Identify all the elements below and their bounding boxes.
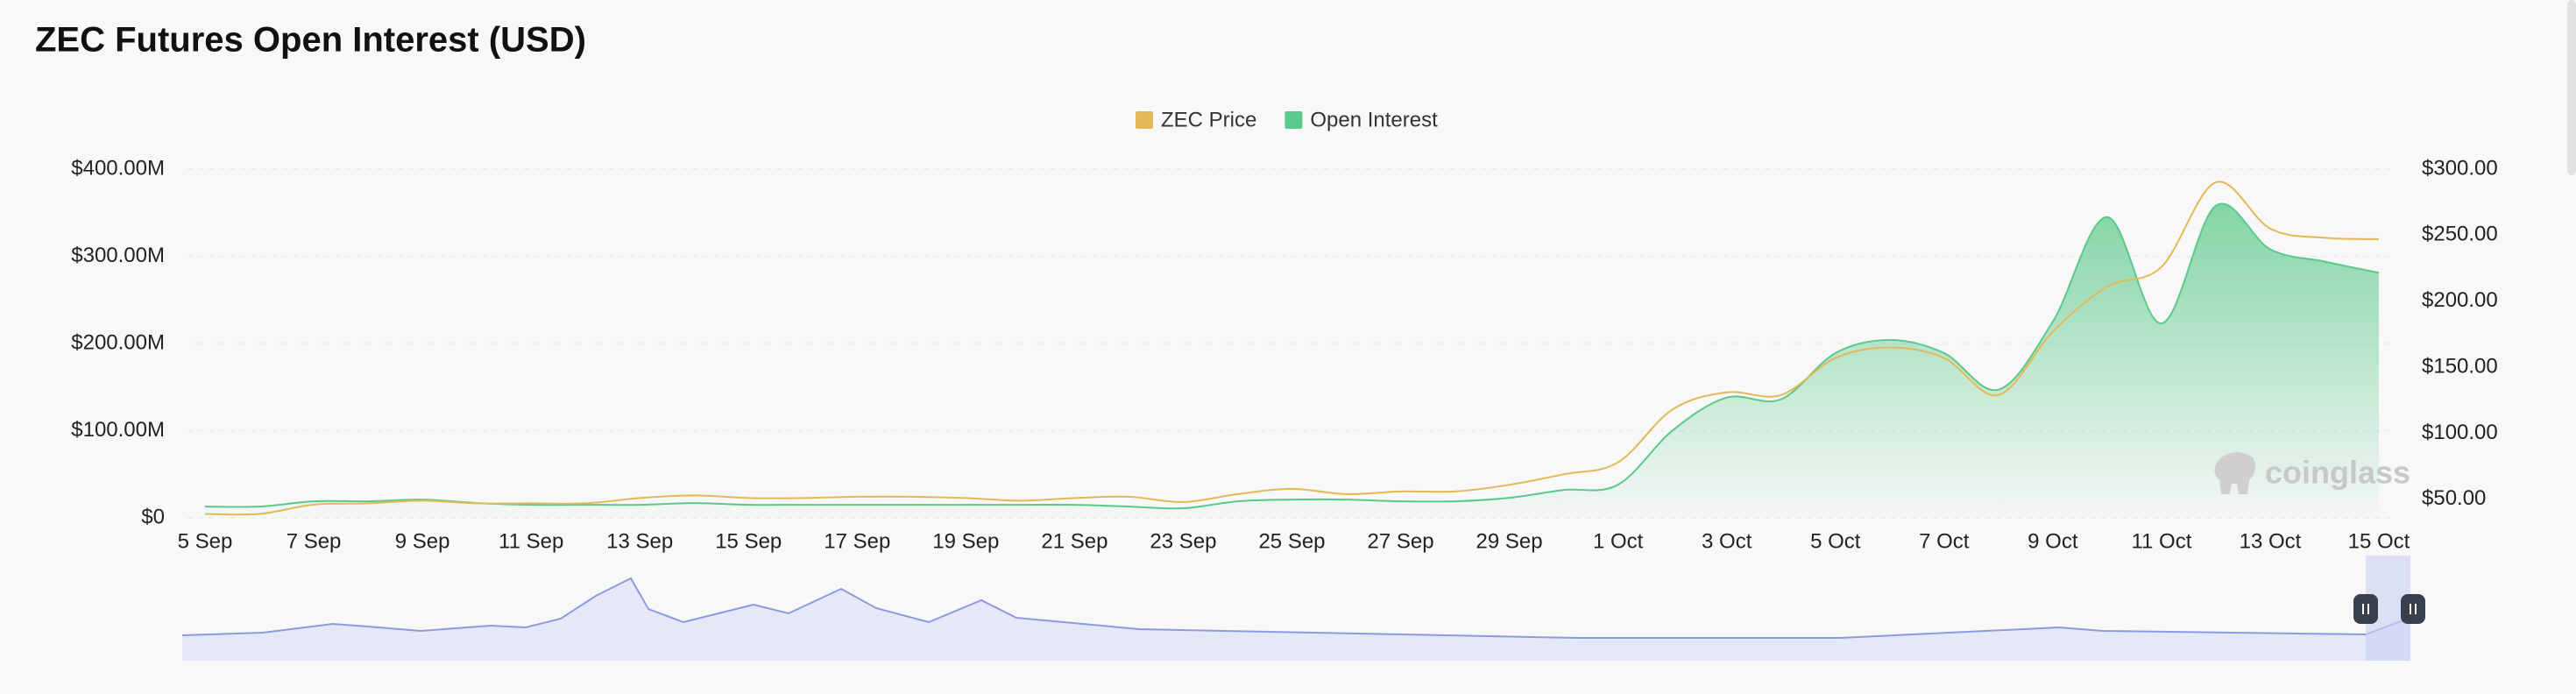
navigator-line: [181, 577, 2411, 639]
navigator-handle-right[interactable]: [2401, 594, 2425, 624]
y-tick-label: $300.00M: [71, 244, 165, 267]
x-tick-label: 21 Sep: [1041, 529, 1108, 553]
x-tick-label: 5 Oct: [1810, 529, 1861, 553]
y2-tick-label: $300.00: [2422, 156, 2498, 180]
y-tick-label: $200.00M: [71, 330, 165, 354]
plot-area: $0 $100.00M $200.00M $300.00M $400.00M $50.00…: [71, 156, 2498, 553]
navigator-mask: [182, 578, 2410, 638]
series-line: [204, 202, 2380, 510]
y-tick-label: $0: [141, 505, 165, 528]
legend-label: Open Interest: [1310, 108, 1438, 131]
x-tick-label: 25 Sep: [1258, 529, 1325, 553]
x-tick-label: 23 Sep: [1150, 529, 1216, 553]
watermark-text: coinglass: [2265, 455, 2410, 491]
x-tick-label: 1 Oct: [1593, 529, 1644, 553]
x-tick-label: 3 Oct: [1702, 529, 1752, 553]
scrollbar[interactable]: [2567, 0, 2576, 175]
x-tick-label: 9 Sep: [395, 529, 450, 553]
x-tick-label: 7 Sep: [287, 529, 342, 553]
x-tick-label: 11 Sep: [499, 529, 563, 553]
x-tick-label: 15 Oct: [2348, 529, 2410, 553]
x-tick-label: 17 Sep: [824, 529, 890, 553]
x-tick-label: 11 Oct: [2131, 529, 2191, 553]
chart-title: ZEC Futures Open Interest (USD): [35, 21, 586, 60]
handle-grips: [2362, 604, 2417, 614]
y-tick-label: $400.00M: [71, 156, 165, 180]
x-tick-label: 13 Sep: [606, 529, 673, 553]
legend-label: ZEC Price: [1161, 108, 1256, 131]
watermark-icon: [2214, 452, 2256, 494]
x-tick-label: 29 Sep: [1476, 529, 1543, 553]
y-tick-label: $100.00M: [71, 418, 165, 442]
x-tick-label: 5 Sep: [178, 529, 233, 553]
navigator-handle-left[interactable]: [2353, 594, 2378, 624]
y2-tick-label: $100.00: [2422, 421, 2498, 444]
legend: ZEC Price Open Interest: [1136, 108, 1438, 131]
y2-tick-label: $150.00: [2422, 354, 2498, 378]
x-tick-label: 15 Sep: [715, 529, 782, 553]
legend-swatch: [1136, 111, 1153, 129]
y2-tick-label: $50.00: [2422, 486, 2486, 510]
x-tick-label: 7 Oct: [1919, 529, 1970, 553]
watermark: coinglass: [2214, 452, 2410, 494]
series-line: [204, 181, 2380, 516]
x-tick-label: 9 Oct: [2028, 529, 2078, 553]
navigator[interactable]: [181, 556, 2425, 661]
x-tick-label: 19 Sep: [932, 529, 999, 553]
area: [205, 203, 2379, 518]
x-tick-label: 27 Sep: [1368, 529, 1434, 553]
y2-tick-label: $250.00: [2422, 223, 2498, 246]
y2-tick-label: $200.00: [2422, 288, 2498, 312]
legend-swatch: [1284, 111, 1303, 129]
x-tick-label: 13 Oct: [2240, 529, 2302, 553]
